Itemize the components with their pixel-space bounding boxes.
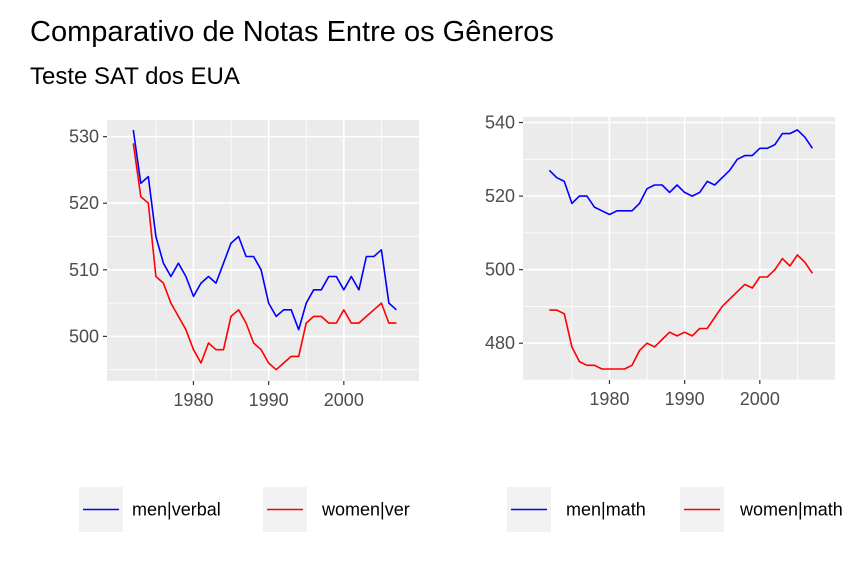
chart-panel-1: 1980 1990 2000 500 510 520 530 men|verbal women|…: [69, 120, 419, 532]
x-tick-label: 2000: [740, 389, 780, 409]
y-tick-label: 500: [485, 260, 515, 280]
y-tick-label: 520: [485, 186, 515, 206]
chart-panel-2: 1980 1990 2000 480 500 520 540 men|math women|ma…: [485, 113, 843, 532]
series-line-women-verbal: [132, 143, 397, 371]
legend-label: women|math: [739, 500, 843, 520]
y-tick-label: 500: [69, 326, 99, 346]
y-tick-label: 530: [69, 127, 99, 147]
y-tick-label: 480: [485, 333, 515, 353]
chart-title: Comparativo de Notas Entre os Gêneros: [30, 16, 554, 48]
plot-background: [107, 120, 419, 381]
plot-background: [523, 117, 835, 380]
legend-label: men|math: [566, 500, 646, 520]
series-line-men-verbal: [132, 129, 397, 331]
x-tick-label: 1980: [173, 390, 213, 410]
y-tick-label: 510: [69, 260, 99, 280]
x-tick-label: 2000: [324, 390, 364, 410]
series-line-men-math: [548, 129, 814, 216]
chart-subtitle: Teste SAT dos EUA: [30, 63, 240, 90]
x-tick-label: 1990: [249, 390, 289, 410]
y-tick-label: 520: [69, 193, 99, 213]
x-tick-label: 1990: [665, 389, 705, 409]
legend-label: women|ver: [321, 500, 410, 520]
x-tick-label: 1980: [589, 389, 629, 409]
legend: men|math women|math: [507, 487, 843, 532]
legend: men|verbal women|ver: [79, 487, 410, 532]
legend-label: men|verbal: [132, 500, 221, 520]
series-line-women-math: [549, 254, 814, 370]
y-tick-label: 540: [485, 113, 515, 133]
